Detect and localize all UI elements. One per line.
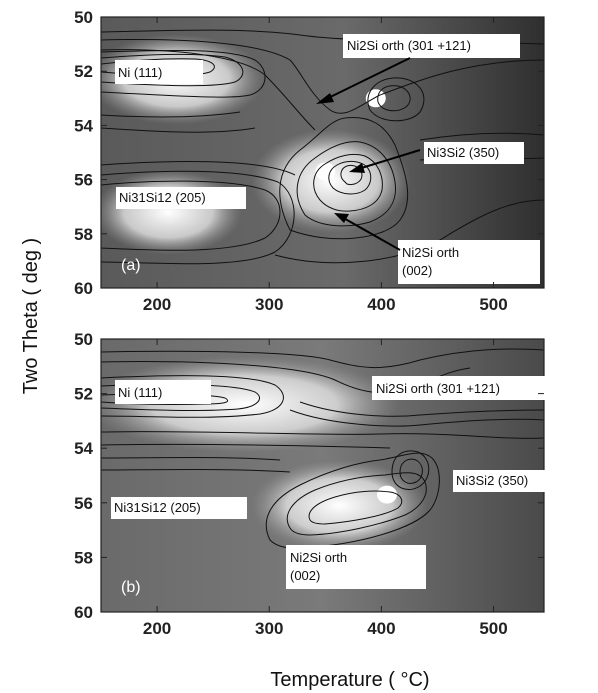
x-tick-label: 500: [479, 295, 507, 314]
arrowhead-a-ni2si-002: [334, 213, 349, 223]
panel-a-contours: [101, 29, 544, 265]
x-tick-label: 500: [479, 619, 507, 638]
axis-ticks: 200 300 400 500 50 52 54 56 58 60 200 300 400 500 50 52…: [74, 8, 544, 638]
x-tick-label: 200: [143, 619, 171, 638]
y-tick-label: 50: [74, 8, 93, 27]
ann-a-ni2si: Ni2Si orth (301 +121): [347, 38, 471, 53]
ann-a-002: (002): [402, 263, 432, 278]
ann-b-ni3si2-box: [453, 470, 557, 492]
ann-a-ni31si12-box: [116, 187, 246, 209]
ann-b-ni31si12-box: [111, 497, 247, 519]
ann-b-ni2si: Ni2Si orth (301 +121): [376, 381, 500, 396]
y-tick-label: 52: [74, 385, 93, 404]
ann-b-ni-box: [115, 380, 211, 404]
arrow-a-ni2si-002: [339, 215, 401, 251]
x-tick-label: 300: [255, 619, 283, 638]
bright-region-2: [251, 128, 411, 233]
y-tick-label: 58: [74, 548, 93, 567]
ann-b-ni2si-orth: Ni2Si orth: [290, 550, 347, 565]
x-axis-title: Temperature ( °C): [270, 669, 429, 691]
ann-b-002: (002): [290, 568, 320, 583]
arrow-a-ni2si: [319, 57, 411, 103]
ann-b-ni3si2: Ni3Si2 (350): [456, 473, 528, 488]
y-tick-label: 60: [74, 279, 93, 298]
arrow-a-ni3si2: [354, 149, 421, 171]
panel-a-inner-label: (a): [121, 257, 141, 274]
y-tick-label: 60: [74, 603, 93, 622]
ann-b-ni31si12: Ni31Si12 (205): [114, 500, 201, 515]
bright-region-1: [101, 356, 400, 453]
x-tick-label: 300: [255, 295, 283, 314]
x-tick-label: 400: [367, 619, 395, 638]
ann-a-ni2si-box: [343, 34, 520, 58]
ann-a-ni3si2-box: [424, 142, 524, 164]
peak-1: [376, 485, 397, 504]
ann-a-ni2si-orth: Ni2Si orth: [402, 245, 459, 260]
ann-b-ni2si-box: [372, 376, 548, 400]
panel-a-frame: [100, 16, 545, 289]
ann-a-ni2si-002-box: [398, 240, 540, 284]
ann-a-ni-box: [115, 60, 203, 84]
ann-b-ni: Ni (111): [118, 385, 162, 400]
y-tick-label: 54: [74, 439, 93, 458]
panel-a-letter: a: [561, 26, 575, 52]
bright-region-2: [251, 460, 428, 552]
arrowhead-a-ni3si2: [349, 163, 365, 173]
x-tick-label: 200: [143, 295, 171, 314]
panel-b-inner-label: (b): [121, 579, 141, 596]
ann-b-ni2si-002-box: [286, 545, 426, 589]
y-tick-label: 58: [74, 225, 93, 244]
annotations: Ni (111) Ni2Si orth (301 +121) Ni3Si2 (3…: [111, 34, 557, 589]
ann-a-ni31si12: Ni31Si12 (205): [119, 190, 206, 205]
y-tick-label: 56: [74, 171, 93, 190]
y-tick-label: 54: [74, 116, 93, 135]
y-tick-label: 52: [74, 62, 93, 81]
peak-2: [365, 89, 386, 108]
y-tick-label: 56: [74, 494, 93, 513]
panel-b-letter: b: [561, 354, 576, 380]
peak-1: [315, 162, 336, 181]
x-tick-label: 400: [367, 295, 395, 314]
y-tick-label: 50: [74, 330, 93, 349]
ann-a-ni: Ni (111): [118, 65, 162, 80]
arrowhead-a-ni2si: [316, 93, 334, 104]
ann-a-ni3si2: Ni3Si2 (350): [427, 145, 499, 160]
y-axis-title: Two Theta ( deg ): [20, 238, 42, 394]
